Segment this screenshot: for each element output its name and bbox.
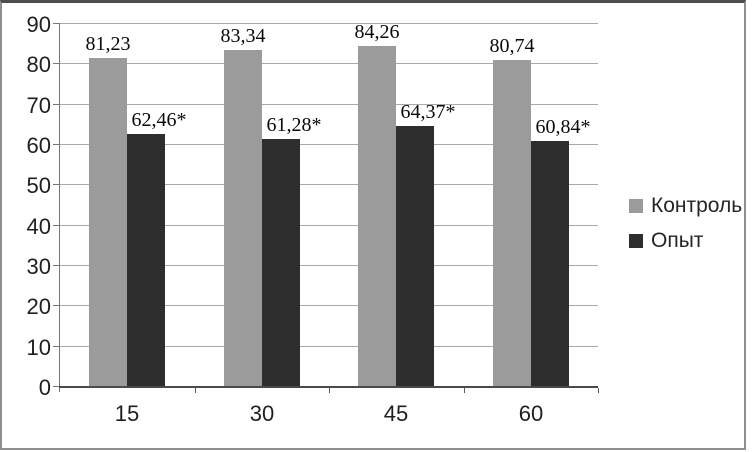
gridline-10 (60, 346, 598, 347)
y-tick-80 (53, 63, 59, 64)
y-axis-label-50: 50 (26, 173, 51, 198)
bar-opyt-15 (127, 134, 165, 386)
x-tick-2 (329, 388, 330, 393)
y-tick-0 (53, 386, 59, 387)
x-axis-label-45: 45 (383, 401, 409, 426)
y-axis-label-40: 40 (26, 214, 51, 239)
y-axis-line (59, 23, 60, 392)
y-tick-50 (53, 184, 59, 185)
x-tick-4 (598, 388, 599, 393)
y-axis-label-20: 20 (26, 294, 51, 319)
bar-kontrol-30 (224, 50, 262, 386)
bar-opyt-45 (396, 126, 434, 386)
legend-swatch-opyt (629, 234, 643, 248)
y-tick-30 (53, 265, 59, 266)
legend-item-kontrol: Контроль (629, 194, 742, 217)
bar-label-kontrol-60: 80,74 (489, 35, 535, 57)
gridline-70 (60, 104, 598, 105)
bar-kontrol-45 (358, 46, 396, 386)
x-tick-3 (464, 388, 465, 393)
y-tick-60 (53, 144, 59, 145)
y-tick-70 (53, 104, 59, 105)
gridline-40 (60, 225, 598, 226)
y-axis-label-80: 80 (26, 52, 51, 77)
gridline-90 (60, 23, 598, 24)
gridline-60 (60, 144, 598, 145)
y-axis-label-0: 0 (38, 375, 51, 400)
bar-label-opyt-30: 61,28* (266, 114, 322, 136)
bar-label-opyt-45: 64,37* (400, 101, 456, 123)
bar-label-opyt-15: 62,46* (131, 109, 187, 131)
bar-kontrol-15 (89, 58, 127, 386)
bar-opyt-30 (262, 139, 300, 386)
bar-opyt-60 (531, 141, 569, 386)
gridline-50 (60, 184, 598, 185)
bar-kontrol-60 (493, 60, 531, 386)
y-axis-label-10: 10 (26, 335, 51, 360)
legend-label-kontrol: Контроль (651, 194, 743, 217)
gridline-20 (60, 305, 598, 306)
legend-item-opyt: Опыт (629, 229, 742, 252)
gridline-30 (60, 265, 598, 266)
x-axis-label-15: 15 (114, 401, 140, 426)
bar-label-opyt-60: 60,84* (535, 116, 591, 138)
y-axis-label-30: 30 (26, 254, 51, 279)
bar-label-kontrol-30: 83,34 (220, 25, 266, 47)
legend: Контроль Опыт (629, 194, 742, 268)
y-axis-label-60: 60 (26, 133, 51, 158)
y-axis-label-90: 90 (26, 12, 51, 37)
y-tick-10 (53, 346, 59, 347)
bar-label-kontrol-15: 81,23 (85, 33, 131, 55)
x-axis-line (59, 386, 598, 388)
legend-swatch-kontrol (629, 199, 643, 213)
gridline-80 (60, 63, 598, 64)
y-axis-label-70: 70 (26, 93, 51, 118)
legend-label-opyt: Опыт (651, 229, 704, 252)
x-axis-label-60: 60 (518, 401, 544, 426)
y-tick-20 (53, 305, 59, 306)
y-tick-40 (53, 225, 59, 226)
x-tick-1 (195, 388, 196, 393)
bar-label-kontrol-45: 84,26 (354, 21, 400, 43)
y-tick-90 (53, 23, 59, 24)
x-axis-label-30: 30 (249, 401, 275, 426)
